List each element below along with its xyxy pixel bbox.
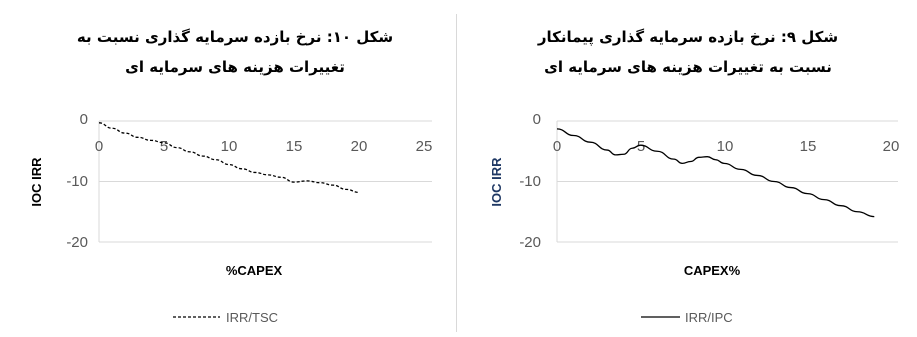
chart-title-line-2: نسبت به تغییرات هزینه های سرمایه ای bbox=[544, 58, 832, 76]
grid-lines bbox=[556, 120, 898, 243]
x-tick-label: 5 bbox=[637, 138, 645, 155]
x-tick-label: 10 bbox=[717, 138, 734, 155]
series-line-irr-ipc bbox=[556, 128, 875, 218]
chart-plot-irr-tsc: 0 -10 -20 0 5 10 15 20 25 %CAPEX IOC IRR… bbox=[29, 111, 433, 325]
x-tick-label: 25 bbox=[416, 138, 433, 155]
y-axis-title: IOC IRR bbox=[29, 157, 44, 207]
legend: IRR/IPC bbox=[641, 310, 733, 325]
y-tick-label: -20 bbox=[519, 234, 541, 251]
chart-title-line-2: تغییرات هزینه های سرمایه ای bbox=[125, 58, 345, 76]
y-tick-labels: 0 -10 -20 bbox=[66, 111, 88, 251]
chart-title-line-1: شکل ۹: نرخ بازده سرمایه گذاری پیمانکار bbox=[537, 28, 839, 46]
x-tick-labels: 0 5 10 15 20 bbox=[553, 138, 900, 155]
x-tick-label: 5 bbox=[160, 138, 168, 155]
y-tick-labels: 0 -10 -20 bbox=[519, 111, 541, 251]
legend-label-irr-tsc: IRR/TSC bbox=[226, 310, 278, 325]
y-tick-label: 0 bbox=[80, 111, 88, 128]
chart-plot-irr-ipc: 0 -10 -20 0 5 10 15 20 CAPEX% IOC IRR IR… bbox=[489, 111, 900, 325]
x-tick-label: 0 bbox=[95, 138, 103, 155]
y-tick-label: -20 bbox=[66, 234, 88, 251]
x-axis-title: %CAPEX bbox=[226, 263, 283, 278]
y-tick-label: 0 bbox=[533, 111, 541, 128]
x-tick-label: 15 bbox=[800, 138, 817, 155]
chart-panel-irr-tsc: شکل ۱۰: نرخ بازده سرمایه گذاری نسبت به ت… bbox=[0, 0, 456, 337]
x-tick-label: 10 bbox=[221, 138, 238, 155]
chart-title: شکل ۱۰: نرخ بازده سرمایه گذاری نسبت به ت… bbox=[40, 22, 430, 82]
series-line-irr-tsc bbox=[98, 122, 360, 194]
series-group bbox=[98, 122, 360, 194]
y-tick-label: -10 bbox=[519, 173, 541, 190]
x-tick-label: 0 bbox=[553, 138, 561, 155]
x-tick-label: 20 bbox=[883, 138, 900, 155]
grid-lines bbox=[98, 120, 432, 243]
panel-divider bbox=[456, 14, 457, 332]
y-tick-label: -10 bbox=[66, 173, 88, 190]
series-group bbox=[556, 128, 875, 218]
legend: IRR/TSC bbox=[173, 310, 278, 325]
y-axis-title: IOC IRR bbox=[489, 157, 504, 207]
x-tick-label: 20 bbox=[351, 138, 368, 155]
chart-panel-irr-ipc: شکل ۹: نرخ بازده سرمایه گذاری پیمانکار ن… bbox=[458, 0, 917, 337]
x-tick-labels: 0 5 10 15 20 25 bbox=[95, 138, 433, 155]
legend-label-irr-ipc: IRR/IPC bbox=[685, 310, 733, 325]
chart-title-line-1: شکل ۱۰: نرخ بازده سرمایه گذاری نسبت به bbox=[76, 28, 394, 46]
chart-title: شکل ۹: نرخ بازده سرمایه گذاری پیمانکار ن… bbox=[483, 22, 893, 82]
x-axis-title: CAPEX% bbox=[684, 263, 741, 278]
x-tick-label: 15 bbox=[286, 138, 303, 155]
